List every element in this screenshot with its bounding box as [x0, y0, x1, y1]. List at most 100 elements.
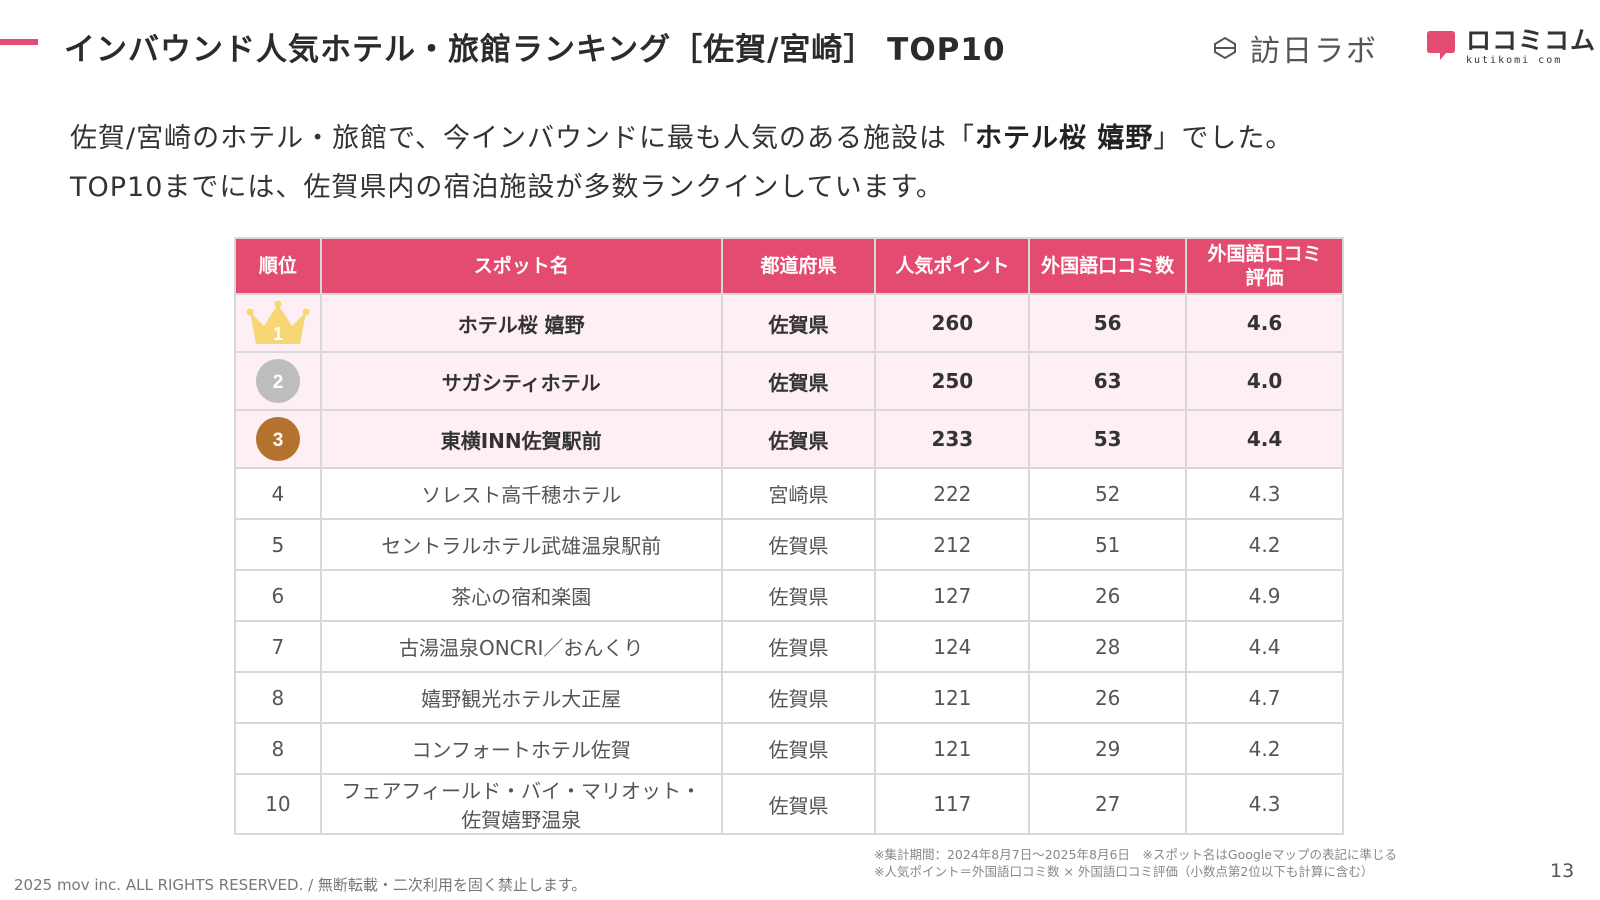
gold-crown-icon: 1 [246, 300, 310, 344]
prefecture: 佐賀県 [720, 351, 877, 411]
header-review-count: 外国語口コミ数 [1028, 237, 1188, 295]
review-rating: 4.9 [1185, 569, 1344, 622]
prefecture: 佐賀県 [720, 518, 877, 571]
rank-cell: 10 [234, 773, 322, 835]
rank-cell: 7 [234, 620, 322, 673]
rank-cell: 1 [234, 293, 322, 353]
top-hotel-highlight: ホテル桜 嬉野 [975, 123, 1154, 154]
rank-cell: 8 [234, 722, 322, 775]
houjin-lab-logo: 訪日ラボ [1210, 26, 1378, 70]
prefecture: 佐賀県 [720, 773, 877, 835]
header-rank: 順位 [234, 237, 322, 295]
rank-cell: 2 [234, 351, 322, 411]
ranking-table: 順位 スポット名 都道府県 人気ポイント 外国語口コミ数 外国語口コミ 評価 1 … [234, 237, 1344, 835]
spot-name: 嬉野観光ホテル大正屋 [319, 671, 723, 724]
popularity-points: 212 [874, 518, 1031, 571]
popularity-points: 250 [874, 351, 1031, 411]
review-rating: 4.0 [1185, 351, 1344, 411]
houjin-lab-logo-text: 訪日ラボ [1250, 34, 1378, 69]
accent-bar [0, 39, 38, 45]
spot-name: ホテル桜 嬉野 [319, 293, 723, 353]
review-rating: 4.4 [1185, 409, 1344, 469]
bronze-medal-icon: 3 [255, 417, 300, 461]
copyright: 2025 mov inc. ALL RIGHTS RESERVED. / 無断転… [14, 876, 587, 894]
prefecture: 佐賀県 [720, 722, 877, 775]
spot-name: 古湯温泉ONCRI／おんくり [319, 620, 723, 673]
popularity-points: 121 [874, 722, 1031, 775]
prefecture: 宮崎県 [720, 467, 877, 520]
intro-line-2: TOP10までには、佐賀県内の宿泊施設が多数ランクインしています。 [70, 172, 944, 203]
spot-name: ソレスト高千穂ホテル [319, 467, 723, 520]
table-row: 8 嬉野観光ホテル大正屋 佐賀県 121 26 4.7 [234, 671, 1344, 724]
popularity-points: 233 [874, 409, 1031, 469]
rank-cell: 8 [234, 671, 322, 724]
header-review-rating: 外国語口コミ 評価 [1185, 237, 1344, 295]
spot-name: 茶心の宿和楽園 [319, 569, 723, 622]
rank-cell: 4 [234, 467, 322, 520]
table-row: 5 セントラルホテル武雄温泉駅前 佐賀県 212 51 4.2 [234, 518, 1344, 571]
rank-cell: 3 [234, 409, 322, 469]
rank-number: 2 [273, 372, 284, 393]
header-popularity-points: 人気ポイント [874, 237, 1031, 295]
popularity-points: 260 [874, 293, 1031, 353]
review-count: 53 [1028, 409, 1188, 469]
prefecture: 佐賀県 [720, 569, 877, 622]
intro-text: 佐賀/宮崎のホテル・旅館で、今インバウンドに最も人気のある施設は「ホテル桜 嬉野… [70, 114, 1293, 212]
intro-line-1: 佐賀/宮崎のホテル・旅館で、今インバウンドに最も人気のある施設は「ホテル桜 嬉野… [70, 123, 1294, 154]
table-row: 8 コンフォートホテル佐賀 佐賀県 121 29 4.2 [234, 722, 1344, 775]
spot-name: セントラルホテル武雄温泉駅前 [319, 518, 723, 571]
spot-name: フェアフィールド・バイ・マリオット・ 佐賀嬉野温泉 [319, 773, 723, 835]
review-rating: 4.2 [1185, 518, 1344, 571]
review-count: 26 [1028, 671, 1188, 724]
review-count: 26 [1028, 569, 1188, 622]
rank-number: 3 [273, 430, 284, 451]
review-count: 27 [1028, 773, 1188, 835]
spot-name: 東横INN佐賀駅前 [319, 409, 723, 469]
prefecture: 佐賀県 [720, 293, 877, 353]
kuchikomi-logo-subtext: kutikomi com [1466, 55, 1563, 66]
table-row: 1 ホテル桜 嬉野 佐賀県 260 56 4.6 [234, 293, 1344, 353]
prefecture: 佐賀県 [720, 620, 877, 673]
popularity-points: 222 [874, 467, 1031, 520]
table-row: 6 茶心の宿和楽園 佐賀県 127 26 4.9 [234, 569, 1344, 622]
review-count: 63 [1028, 351, 1188, 411]
popularity-points: 124 [874, 620, 1031, 673]
table-row: 2 サガシティホテル 佐賀県 250 63 4.0 [234, 351, 1344, 411]
review-count: 52 [1028, 467, 1188, 520]
footnote-points-formula: ※人気ポイント＝外国語口コミ数 × 外国語口コミ評価（小数点第2位以下も計算に含… [874, 864, 1374, 879]
popularity-points: 127 [874, 569, 1031, 622]
review-rating: 4.4 [1185, 620, 1344, 673]
prefecture: 佐賀県 [720, 671, 877, 724]
table-row: 10 フェアフィールド・バイ・マリオット・ 佐賀嬉野温泉 佐賀県 117 27 4… [234, 773, 1344, 835]
prefecture: 佐賀県 [720, 409, 877, 469]
footnote-period: ※集計期間：2024年8月7日〜2025年8月6日 ※スポット名はGoogleマ… [874, 847, 1397, 862]
header-prefecture: 都道府県 [720, 237, 877, 295]
review-count: 29 [1028, 722, 1188, 775]
spot-name: コンフォートホテル佐賀 [319, 722, 723, 775]
spot-name: サガシティホテル [319, 351, 723, 411]
kuchikomi-logo-icon [1427, 31, 1455, 60]
review-rating: 4.2 [1185, 722, 1344, 775]
table-header-row: 順位 スポット名 都道府県 人気ポイント 外国語口コミ数 外国語口コミ 評価 [234, 237, 1344, 295]
kuchikomi-logo: ロコミコム kutikomi com [1424, 28, 1596, 66]
table-row: 3 東横INN佐賀駅前 佐賀県 233 53 4.4 [234, 409, 1344, 469]
review-rating: 4.7 [1185, 671, 1344, 724]
popularity-points: 117 [874, 773, 1031, 835]
table-row: 4 ソレスト高千穂ホテル 宮崎県 222 52 4.3 [234, 467, 1344, 520]
popularity-points: 121 [874, 671, 1031, 724]
silver-medal-icon: 2 [255, 359, 300, 403]
review-count: 56 [1028, 293, 1188, 353]
review-rating: 4.3 [1185, 467, 1344, 520]
header-spot-name: スポット名 [319, 237, 723, 295]
kuchikomi-logo-text: ロコミコム [1466, 26, 1597, 55]
review-count: 51 [1028, 518, 1188, 571]
rank-cell: 6 [234, 569, 322, 622]
page-number: 13 [1550, 860, 1575, 882]
footnotes: ※集計期間：2024年8月7日〜2025年8月6日 ※スポット名はGoogleマ… [874, 846, 1397, 880]
houjin-lab-logo-icon [1214, 36, 1236, 60]
table-row: 7 古湯温泉ONCRI／おんくり 佐賀県 124 28 4.4 [234, 620, 1344, 673]
review-count: 28 [1028, 620, 1188, 673]
slide-title: インバウンド人気ホテル・旅館ランキング［佐賀/宮崎］ TOP10 [64, 32, 1006, 68]
review-rating: 4.6 [1185, 293, 1344, 353]
rank-number: 1 [273, 324, 283, 344]
